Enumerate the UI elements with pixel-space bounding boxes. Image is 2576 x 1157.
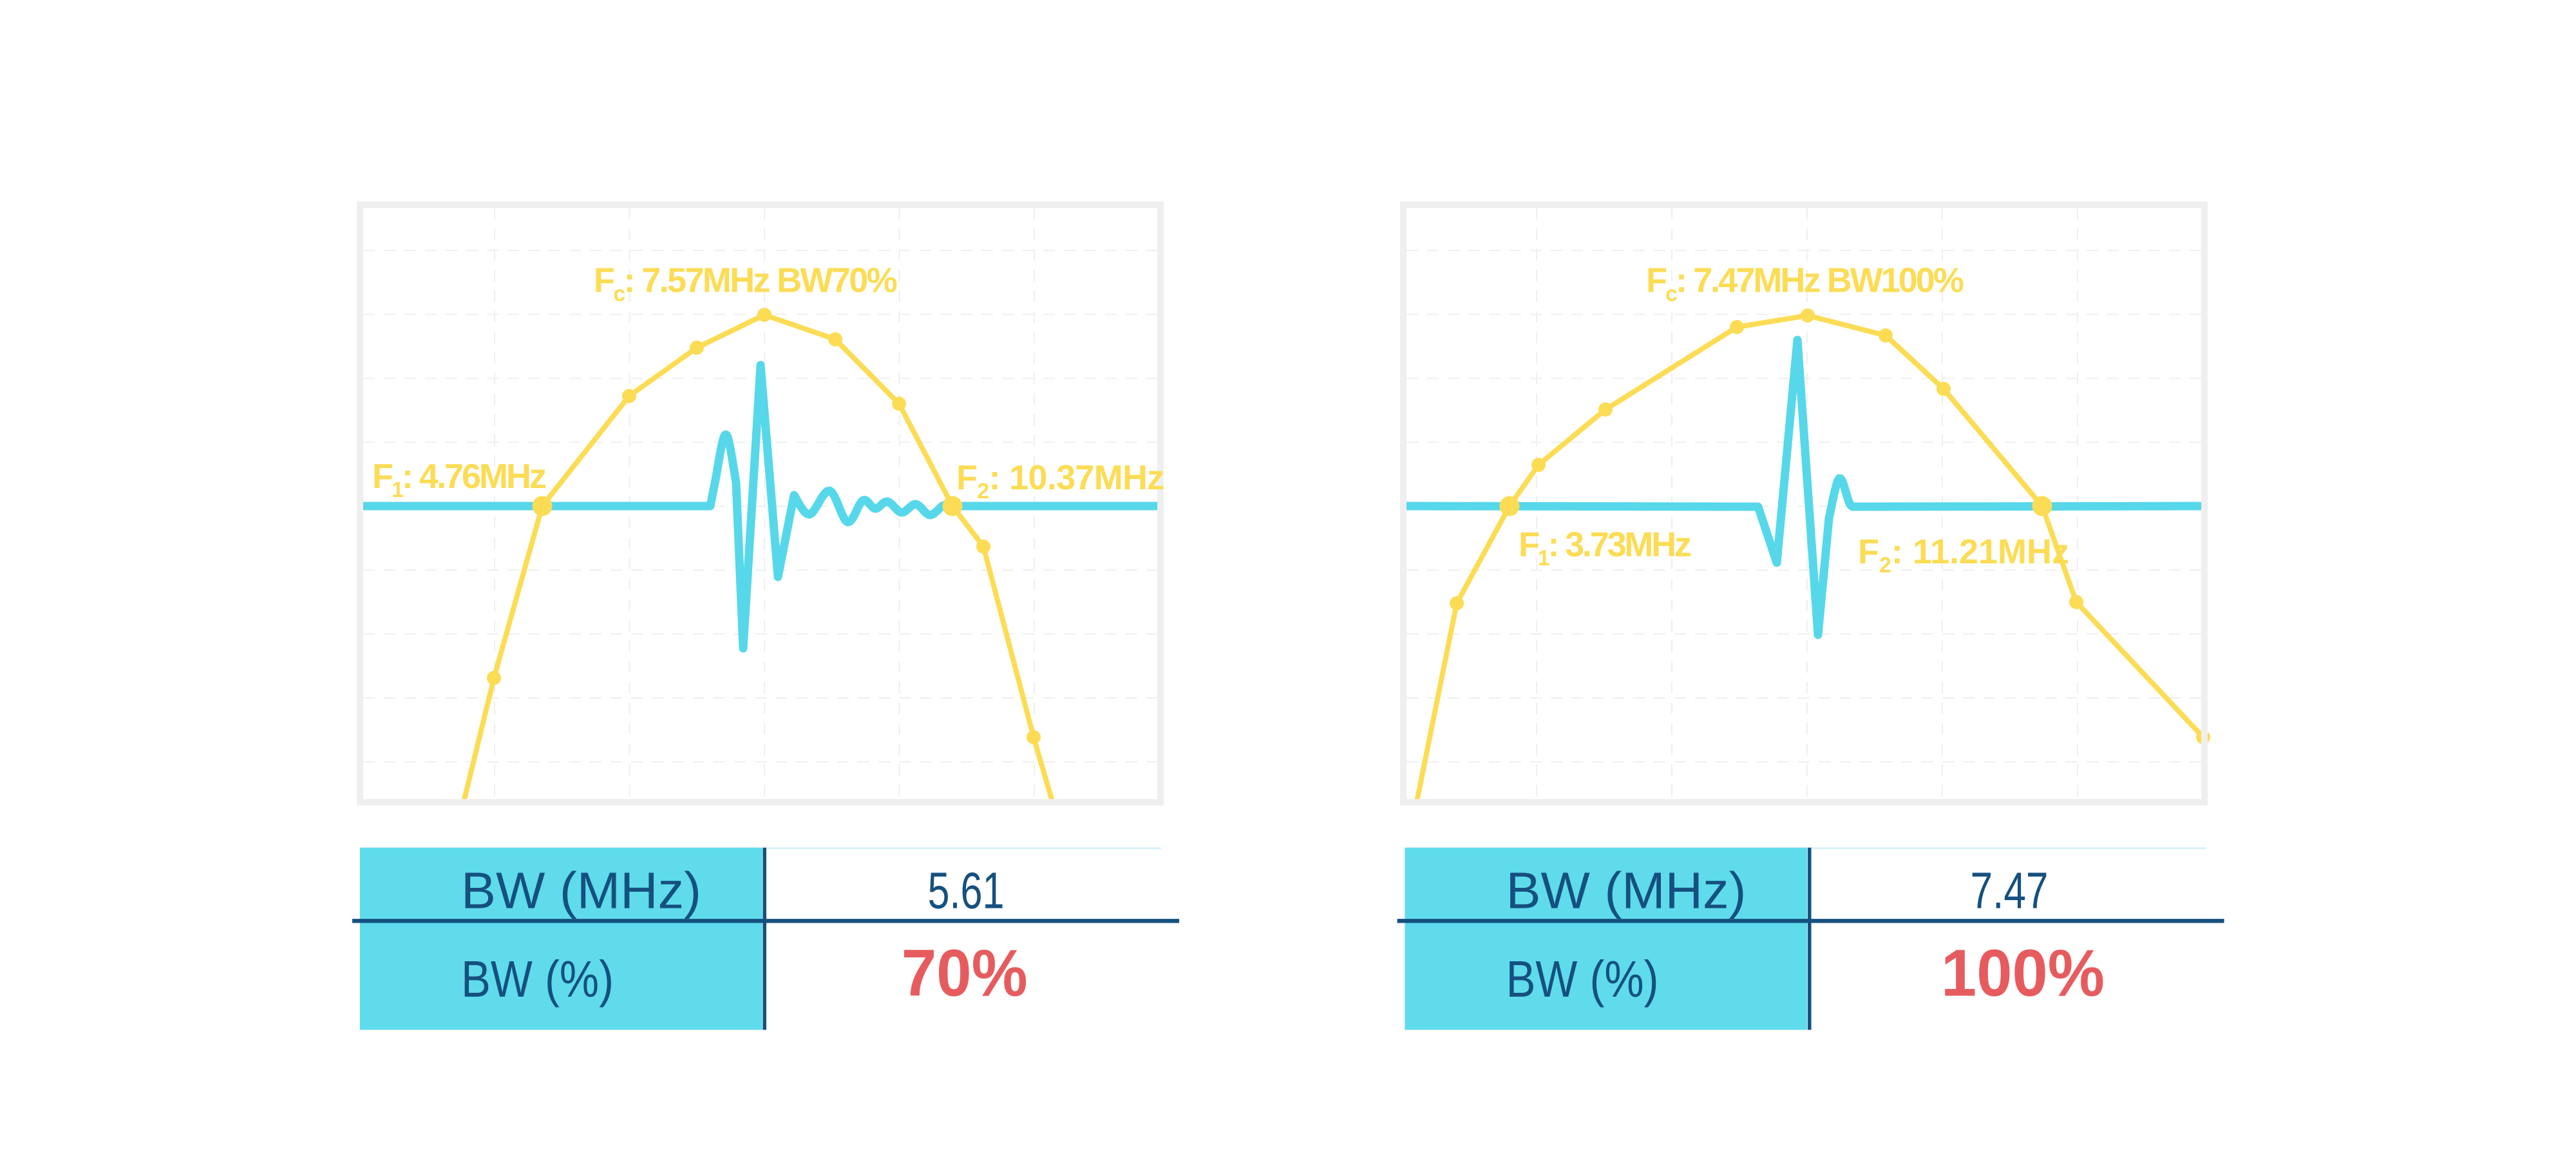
svg-text:BW (MHz): BW (MHz) xyxy=(461,862,701,919)
svg-text:100%: 100% xyxy=(1941,936,2105,1010)
svg-text:70%: 70% xyxy=(902,936,1028,1010)
svg-text:F1: 4.76MHz: F1: 4.76MHz xyxy=(372,457,546,502)
svg-text:Fc: 7.57MHz BW70%: Fc: 7.57MHz BW70% xyxy=(594,261,897,306)
svg-text:7.47: 7.47 xyxy=(1971,862,2049,919)
svg-text:F2: 11.21MHz: F2: 11.21MHz xyxy=(1858,532,2069,578)
svg-text:5.61: 5.61 xyxy=(928,862,1005,919)
svg-text:F2: 10.37MHz: F2: 10.37MHz xyxy=(956,458,1164,503)
svg-text:BW (%): BW (%) xyxy=(461,950,614,1008)
svg-text:Fc: 7.47MHz BW100%: Fc: 7.47MHz BW100% xyxy=(1646,261,1964,306)
svg-text:BW (MHz): BW (MHz) xyxy=(1506,862,1747,919)
svg-text:BW (%): BW (%) xyxy=(1506,950,1659,1008)
svg-text:F1: 3.73MHz: F1: 3.73MHz xyxy=(1519,525,1691,570)
